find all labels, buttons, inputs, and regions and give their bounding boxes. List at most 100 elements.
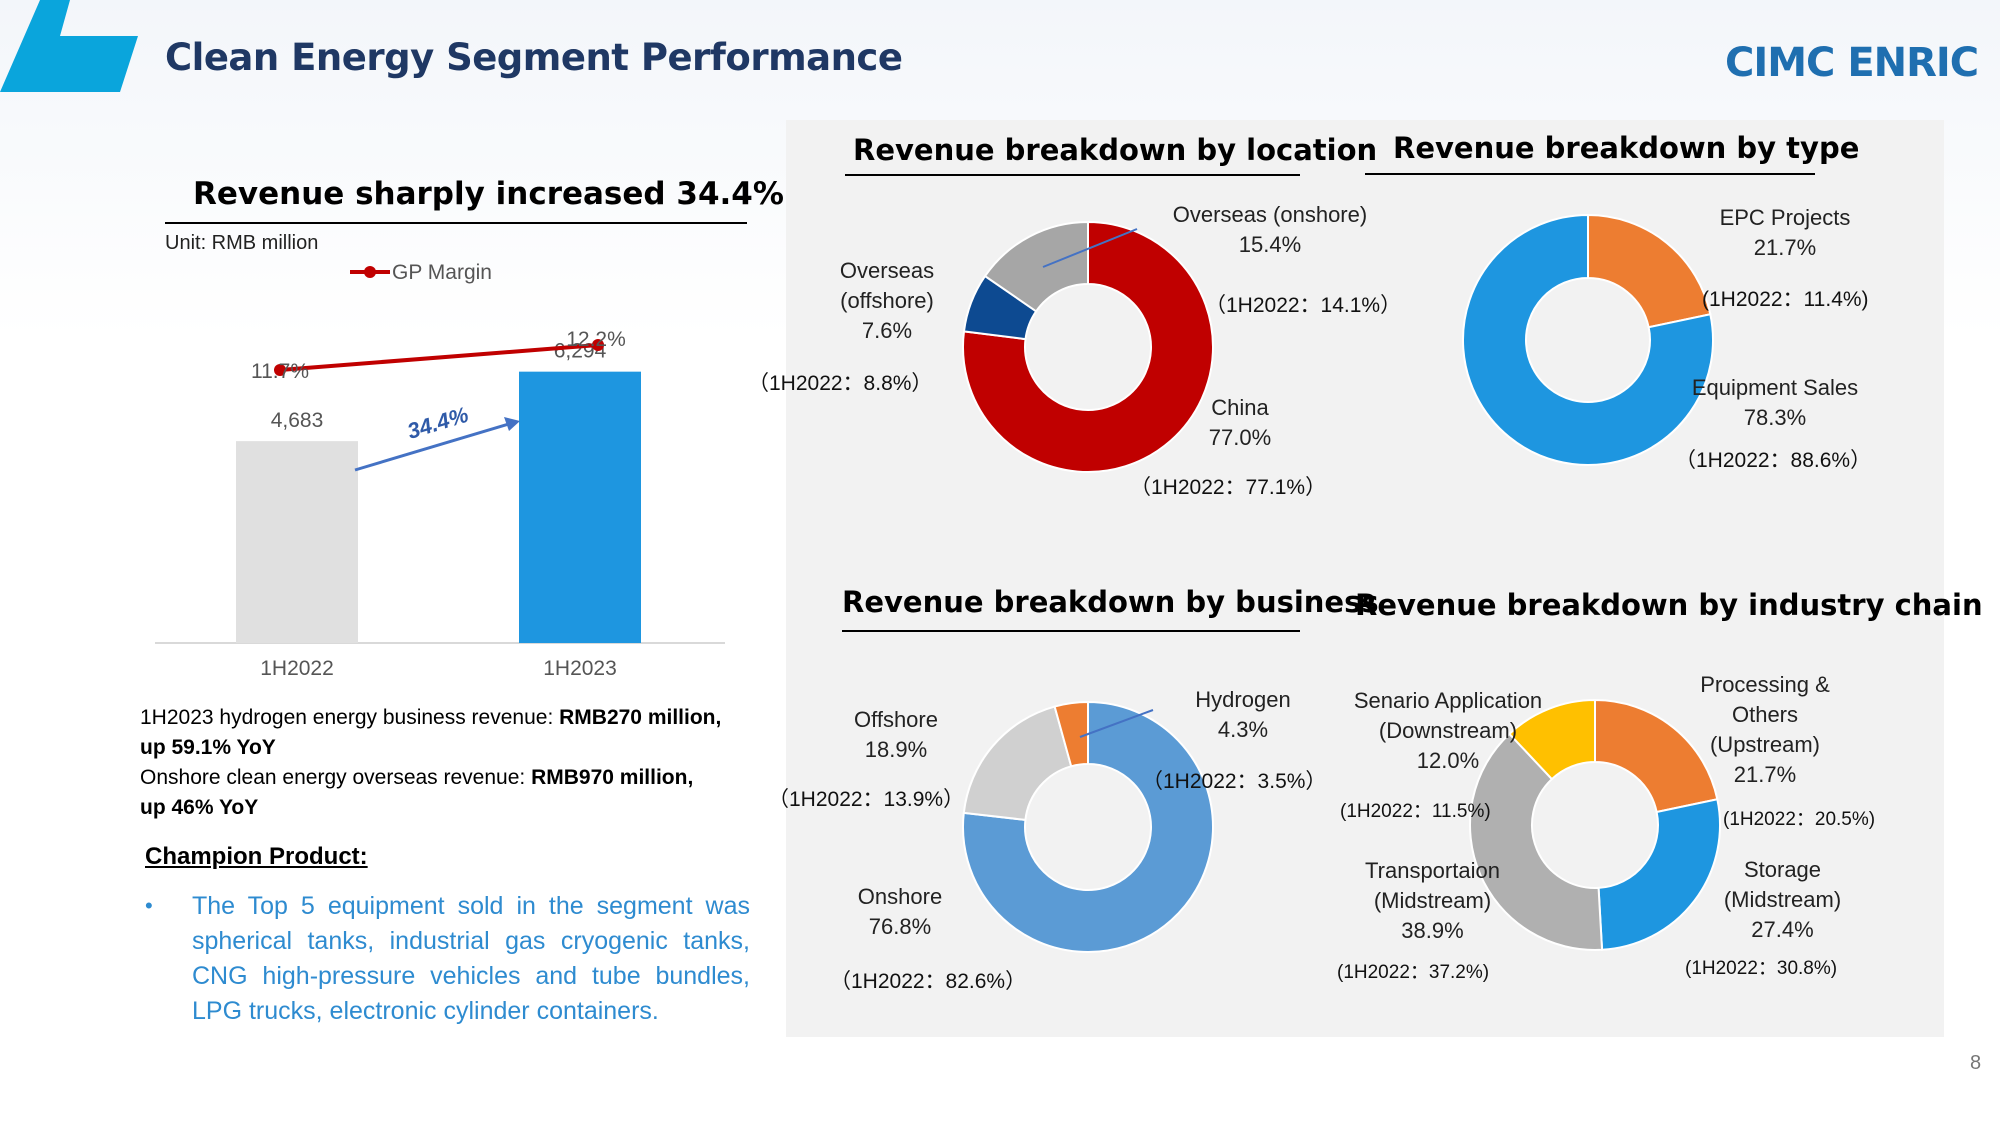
ind-storage-value: 27.4% [1751,917,1814,942]
bus-onshore-name: Onshore [857,884,943,909]
type-equipment-label: Equipment Sales 78.3% [1685,373,1865,433]
ind-scenario-name: Senario Application [1353,688,1543,713]
location-leader-line [1042,228,1138,268]
loc-offshore-value: 7.6% [861,318,913,343]
growth-arrow-line [354,421,513,472]
unit-label: Unit: RMB million [165,232,319,254]
bus-onshore-prior: （1H2022：82.6%） [830,970,1027,993]
page-title: Clean Energy Segment Performance [165,36,903,79]
overseas-note-text: Onshore clean energy overseas revenue: [140,766,532,789]
ind-transport-name2: (Midstream) [1373,888,1492,913]
bus-hydrogen-value: 4.3% [1217,717,1269,742]
type-epc-label: EPC Projects 21.7% [1700,203,1870,263]
business-donut [962,700,1214,953]
overseas-note-value: RMB970 million, [531,766,694,789]
x-tick-label: 1H2023 [543,657,617,680]
ind-transport-label: Transportaion (Midstream) 38.9% [1345,856,1520,946]
location-slice-0 [962,220,1214,473]
ind-transport-value: 38.9% [1401,918,1464,943]
ind-scenario-name2: (Downstream) [1378,718,1518,743]
bus-offshore-name: Offshore [854,707,938,732]
loc-offshore-name: Overseas [839,258,935,283]
company-logo: CIMC ENRIC [1725,40,1979,86]
hydrogen-note-growth: up 59.1% YoY [140,736,276,759]
revenue-title-underline [165,222,747,224]
champion-bullet: The Top 5 equipment sold in the segment … [192,892,750,1025]
business-title-underline [842,630,1300,632]
bus-hydrogen-prior: （1H2022：3.5%） [1142,770,1327,793]
bar-1H2022 [236,441,358,643]
ind-processing-name: Processing & [1700,672,1830,697]
bus-offshore-label: Offshore 18.9% [846,705,946,765]
x-tick-label: 1H2022 [260,657,334,680]
type-title-underline [1365,173,1815,175]
bar-1H2023 [519,371,641,643]
location-donut [962,220,1214,473]
type-epc-value: 21.7% [1753,235,1817,260]
ind-scenario-prior: (1H2022：11.5%) [1340,801,1491,822]
bus-offshore-prior: （1H2022：13.9%） [768,788,965,811]
type-title: Revenue breakdown by type [1393,131,1860,165]
loc-onshore-label: Overseas (onshore) 15.4% [1170,200,1370,260]
bus-onshore-label: Onshore 76.8% [850,882,950,942]
business-slice-1 [962,705,1073,821]
loc-onshore-value: 15.4% [1238,232,1302,257]
gp-margin-value: 12.2% [566,328,626,351]
type-donut [1462,213,1714,466]
loc-china-prior: （1H2022：77.1%） [1130,476,1327,499]
industry-slice-3 [1508,698,1596,781]
ind-storage-prior: (1H2022：30.8%) [1685,958,1838,979]
location-slice-2 [983,220,1089,313]
page-number: 8 [1970,1052,1982,1074]
revenue-section-title: Revenue sharply increased 34.4% [193,176,784,212]
loc-china-value: 77.0% [1208,425,1272,450]
ind-scenario-value: 12.0% [1416,748,1480,773]
bus-hydrogen-label: Hydrogen 4.3% [1188,685,1298,745]
overseas-note: Onshore clean energy overseas revenue: R… [140,763,780,823]
business-slice-0 [962,700,1214,953]
bus-onshore-value: 76.8% [868,914,932,939]
industry-slice-1 [1597,798,1721,951]
location-title-underline [845,174,1300,176]
loc-offshore-name2: (offshore) [840,288,934,313]
business-leader-line [1079,709,1154,738]
bullet-icon: • [145,893,153,918]
loc-china-label: China 77.0% [1190,393,1290,453]
corner-decoration [0,0,138,92]
loc-offshore-prior: （1H2022：8.8%） [748,372,933,395]
location-title: Revenue breakdown by location [853,133,1378,167]
ind-processing-prior: (1H2022：20.5%) [1723,809,1876,830]
ind-scenario-label: Senario Application (Downstream) 12.0% [1350,686,1546,776]
ind-transport-prior: (1H2022：37.2%) [1337,962,1490,983]
ind-transport-name: Transportaion [1365,858,1500,883]
bus-hydrogen-name: Hydrogen [1195,687,1291,712]
business-title: Revenue breakdown by business [842,585,1379,619]
loc-onshore-prior: （1H2022：14.1%） [1205,294,1402,317]
industry-title: Revenue breakdown by industry chain [1355,588,1983,622]
champion-heading: Champion Product: [145,843,368,870]
gp-margin-point [592,339,604,351]
loc-onshore-name: Overseas (onshore) [1172,202,1368,227]
bar-value-label: 4,683 [271,409,324,432]
type-slice-0 [1587,213,1712,329]
ind-storage-name2: (Midstream) [1723,887,1842,912]
hydrogen-note-value: RMB270 million, [559,706,722,729]
loc-offshore-label: Overseas (offshore) 7.6% [812,256,962,346]
gp-margin-point [274,364,286,376]
type-equipment-name: Equipment Sales [1691,375,1859,400]
ind-storage-label: Storage (Midstream) 27.4% [1700,855,1865,945]
hydrogen-note-text: 1H2023 hydrogen energy business revenue: [140,706,560,729]
loc-china-name: China [1211,395,1269,420]
industry-slice-2 [1469,732,1604,951]
type-epc-name: EPC Projects [1719,205,1851,230]
ind-processing-name3: (Upstream) [1709,732,1820,757]
ind-processing-value: 21.7% [1733,762,1797,787]
overseas-note-growth: up 46% YoY [140,796,259,819]
legend-label: GP Margin [392,261,492,284]
ind-processing-name2: Others [1731,702,1799,727]
type-epc-prior: (1H2022：11.4%) [1702,288,1869,311]
type-equipment-prior: （1H2022：88.6%） [1675,449,1872,472]
ind-processing-label: Processing & Others (Upstream) 21.7% [1685,670,1845,790]
growth-arrow-head [504,417,520,431]
ind-storage-name: Storage [1743,857,1822,882]
